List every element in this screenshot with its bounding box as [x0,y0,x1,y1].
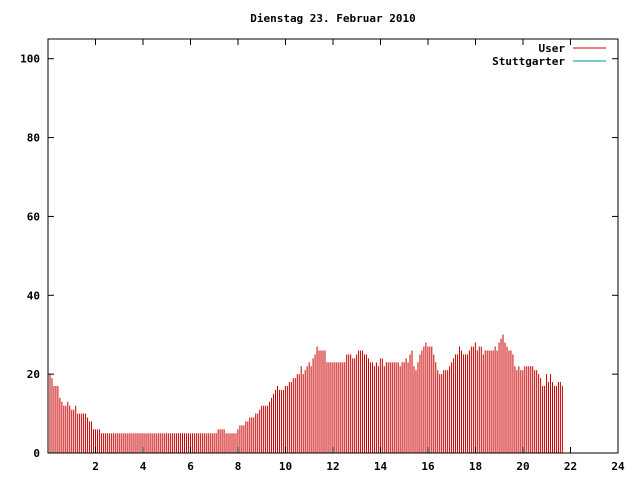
y-tick-label: 60 [27,210,40,223]
chart-title: Dienstag 23. Februar 2010 [250,12,416,25]
x-tick-label: 8 [235,460,242,473]
x-tick-label: 10 [279,460,292,473]
y-tick-label: 0 [33,447,40,460]
x-tick-label: 4 [140,460,147,473]
bars-group [47,334,563,453]
x-tick-label: 12 [326,460,339,473]
y-tick-label: 20 [27,368,40,381]
x-tick-label: 16 [421,460,435,473]
legend-label: User [539,42,566,55]
x-tick-label: 14 [374,460,388,473]
x-tick-label: 2 [92,460,99,473]
y-tick-label: 80 [27,132,40,145]
legend-label: Stuttgarter [492,55,565,68]
x-tick-label: 18 [469,460,482,473]
x-tick-label: 22 [564,460,577,473]
x-tick-label: 6 [187,460,194,473]
y-tick-label: 100 [20,53,40,66]
y-tick-label: 40 [27,289,40,302]
x-tick-label: 24 [611,460,625,473]
x-tick-label: 20 [516,460,529,473]
